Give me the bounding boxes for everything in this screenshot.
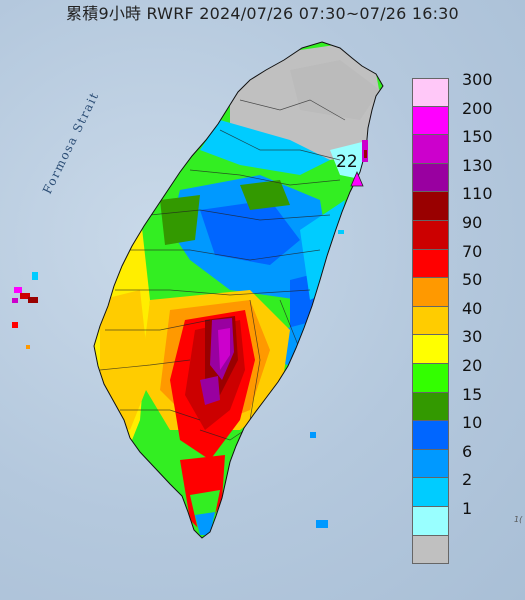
- legend-label: 130: [462, 155, 493, 175]
- map-title: 累積9小時 RWRF 2024/07/26 07:30~07/26 16:30: [66, 4, 459, 23]
- legend-row: 2: [412, 470, 522, 507]
- legend-swatch: [412, 392, 449, 422]
- legend-label: 10: [462, 413, 483, 433]
- green-island-cell: [310, 432, 316, 438]
- legend-swatch: [412, 163, 449, 193]
- legend-label: 30: [462, 327, 483, 347]
- max-value-label: 22: [336, 152, 358, 172]
- legend-label: 150: [462, 127, 493, 147]
- legend-label: 110: [462, 184, 493, 204]
- legend-row: 90: [412, 213, 522, 250]
- legend-swatch: [412, 220, 449, 250]
- legend-label: 20: [462, 355, 483, 375]
- legend-swatch: [412, 363, 449, 393]
- legend-label: 2: [462, 470, 473, 490]
- legend-row: 20: [412, 356, 522, 393]
- legend-row: 130: [412, 156, 522, 193]
- legend-label: 40: [462, 298, 483, 318]
- legend-swatch: [412, 335, 449, 364]
- ne-coast-rain-core: [364, 150, 367, 158]
- legend-row: 30: [412, 327, 522, 364]
- east-coast-cell: [338, 230, 344, 234]
- legend-label: 70: [462, 241, 483, 261]
- legend-row: 70: [412, 242, 522, 279]
- legend-row: 110: [412, 184, 522, 221]
- legend-swatch: [412, 449, 449, 479]
- legend-row: 200: [412, 99, 522, 136]
- legend-row: 40: [412, 299, 522, 336]
- legend-row: 10: [412, 413, 522, 450]
- legend-label: 1: [462, 498, 473, 518]
- legend-swatch: [412, 135, 449, 164]
- legend-row: 1: [412, 499, 522, 536]
- rainfall-legend: 300 200 150 130 110 90 70 50 40 30 20 15 10 6 2 1: [412, 70, 522, 565]
- legend-swatch: [412, 506, 449, 536]
- legend-label: 6: [462, 441, 473, 461]
- legend-label: 50: [462, 270, 483, 290]
- legend-swatch: [412, 78, 449, 107]
- legend-swatch: [412, 306, 449, 336]
- legend-swatch: [412, 192, 449, 221]
- penghu-rain-cluster: [12, 272, 38, 349]
- legend-swatch: [412, 249, 449, 279]
- edge-label: 1(: [514, 515, 523, 524]
- legend-row: 50: [412, 270, 522, 307]
- legend-row: 6: [412, 442, 522, 479]
- legend-row: 15: [412, 385, 522, 422]
- legend-swatch: [412, 478, 449, 507]
- legend-row: 300: [412, 70, 522, 107]
- orchid-island-cell: [316, 520, 328, 528]
- legend-swatch: [412, 278, 449, 307]
- legend-label: 200: [462, 98, 493, 118]
- legend-label: 15: [462, 384, 483, 404]
- legend-swatch: [412, 421, 449, 450]
- legend-row: [412, 535, 522, 565]
- legend-row: 150: [412, 127, 522, 164]
- max-marker-triangle: [350, 170, 364, 187]
- legend-swatch: [412, 535, 449, 565]
- legend-label: 300: [462, 70, 493, 89]
- legend-label: 90: [462, 212, 483, 232]
- legend-swatch: [412, 106, 449, 136]
